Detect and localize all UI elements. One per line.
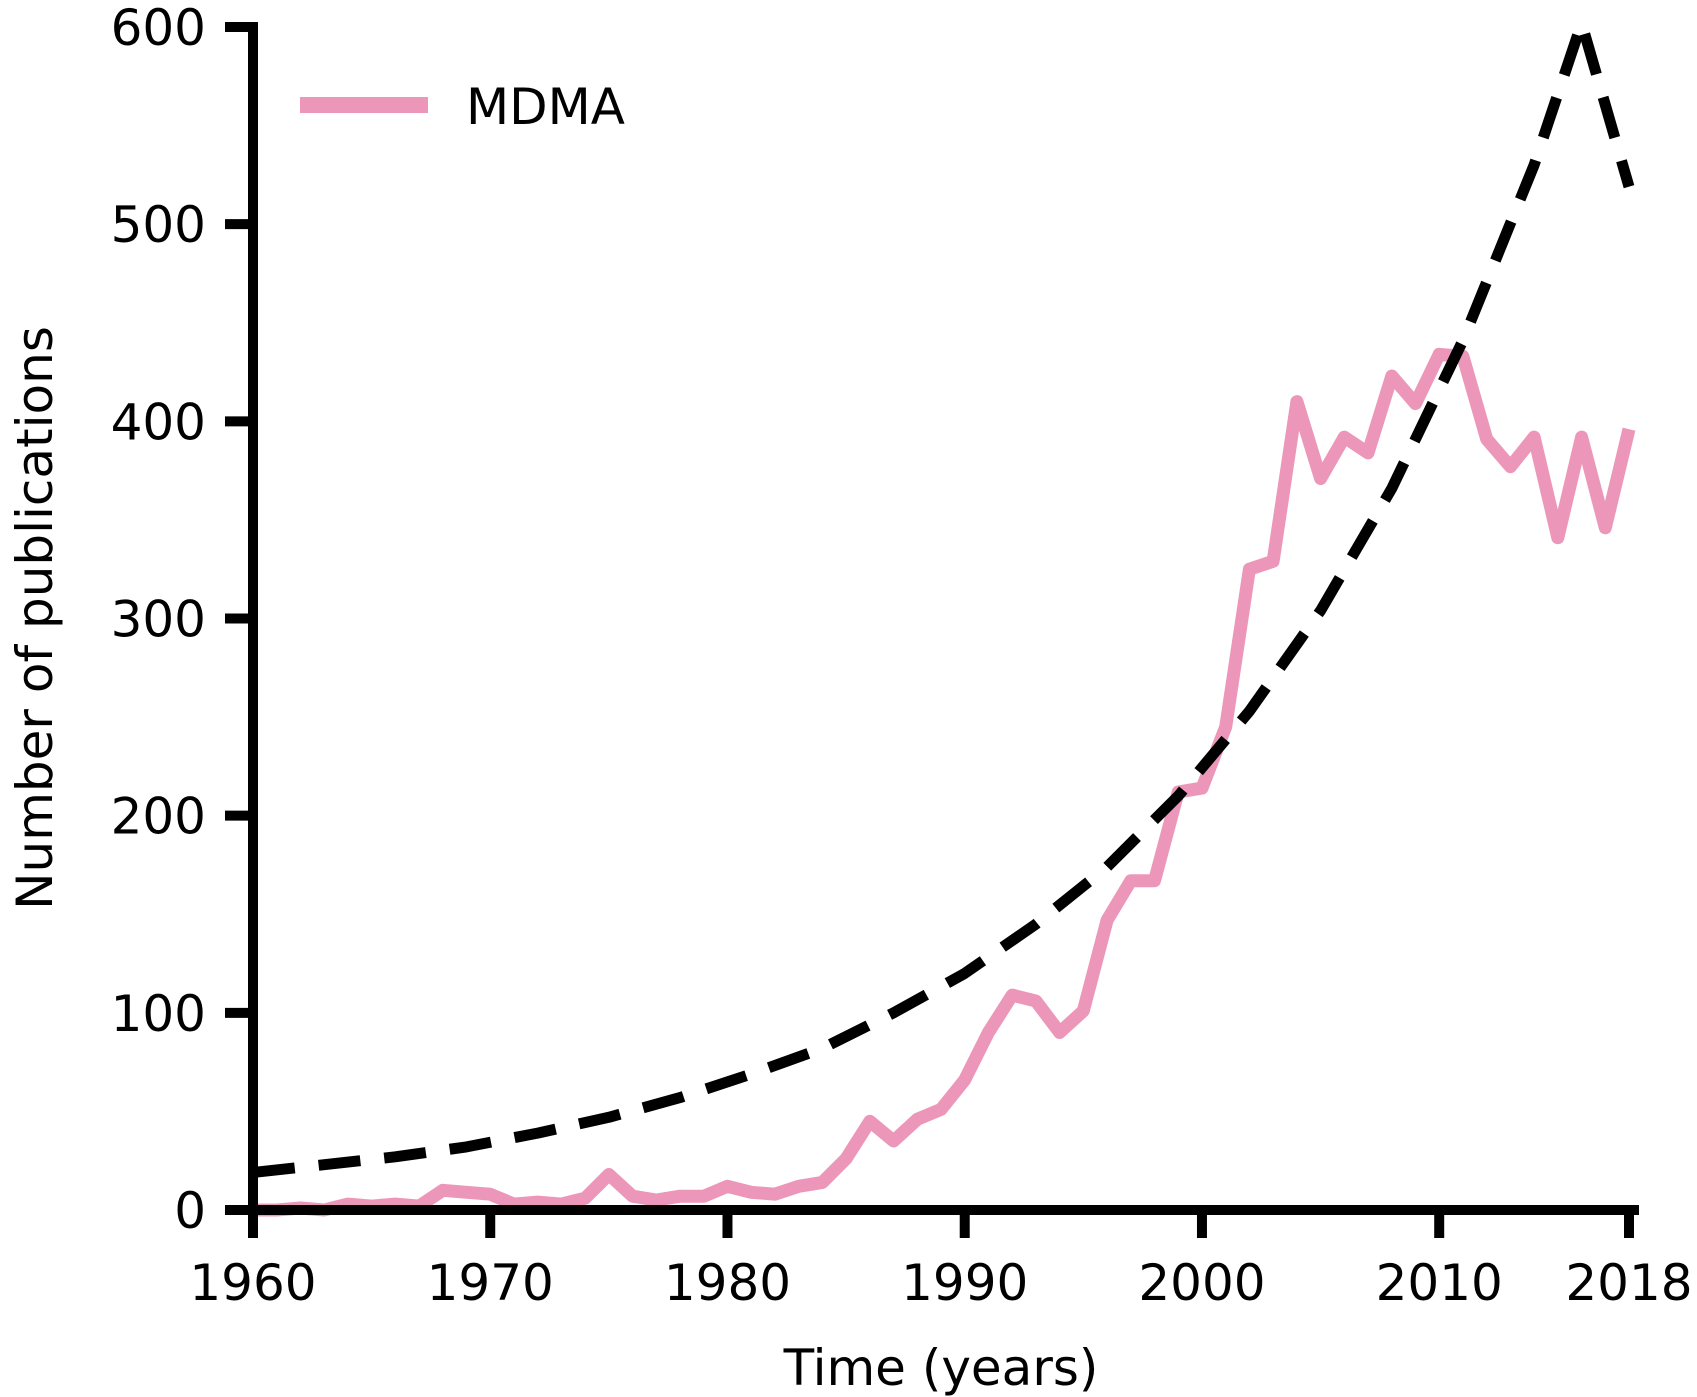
axes	[248, 22, 1639, 1215]
y-tick-label: 500	[111, 196, 206, 254]
y-tick-label: 400	[111, 393, 206, 451]
y-tick-label: 100	[111, 985, 206, 1043]
y-axis-title: Number of publications	[6, 326, 64, 910]
y-tick-label: 200	[111, 788, 206, 846]
series-layer	[252, 17, 1636, 1217]
x-tick-label: 2010	[1376, 1254, 1503, 1312]
series-line-mdma	[253, 347, 1636, 1217]
legend-label-mdma: MDMA	[466, 78, 625, 136]
x-tick-label: 2018	[1565, 1254, 1692, 1312]
x-tick-label: 2000	[1138, 1254, 1265, 1312]
y-tick-label: 300	[111, 591, 206, 649]
y-tick-label: 0	[174, 1182, 206, 1240]
ticks: 1960 1970 1980 1990 2000 2010 2018 0 100 200 300 40…	[111, 0, 1693, 1312]
x-tick-label: 1990	[901, 1254, 1028, 1312]
x-axis-title: Time (years)	[783, 1339, 1099, 1397]
legend: MDMA	[300, 78, 625, 136]
x-tick-label: 1980	[664, 1254, 791, 1312]
trend-line-dashed	[252, 17, 1635, 1178]
x-tick-label: 1970	[427, 1254, 554, 1312]
x-tick-label: 1960	[189, 1254, 316, 1312]
y-tick-label: 600	[111, 0, 206, 57]
